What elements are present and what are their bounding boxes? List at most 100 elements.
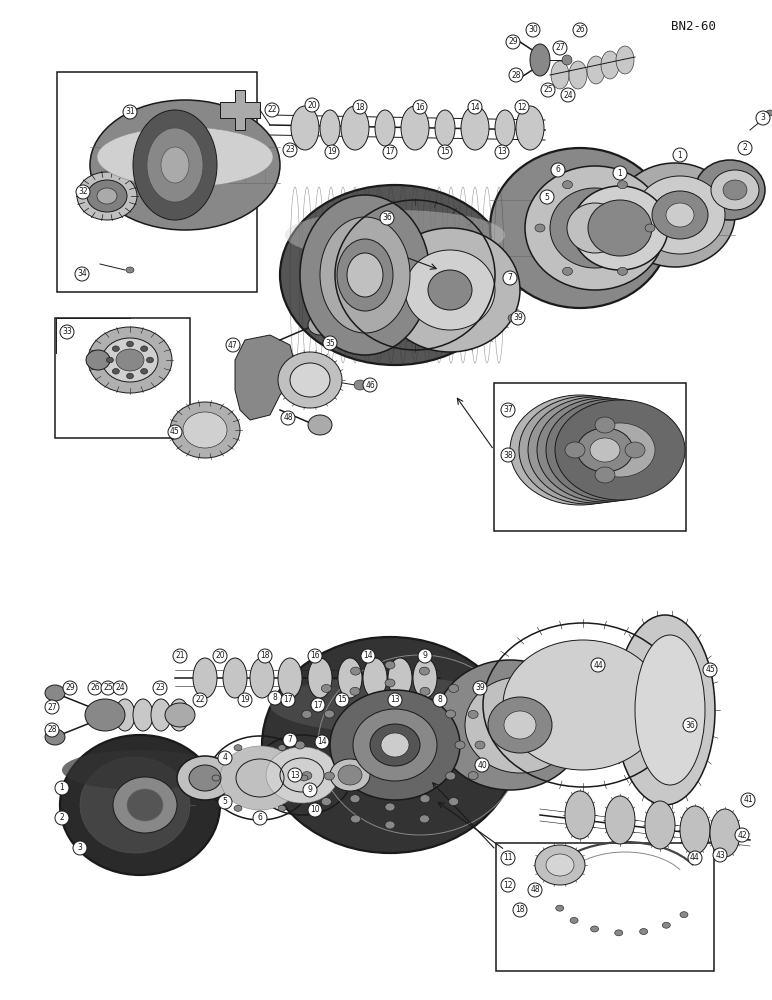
- Text: 18: 18: [355, 103, 364, 111]
- Circle shape: [673, 148, 687, 162]
- Ellipse shape: [270, 677, 510, 733]
- Ellipse shape: [635, 176, 725, 254]
- Ellipse shape: [419, 815, 429, 823]
- Ellipse shape: [183, 412, 227, 448]
- Text: 18: 18: [260, 652, 269, 660]
- Text: 17: 17: [313, 700, 323, 710]
- Text: 9: 9: [422, 652, 428, 660]
- Ellipse shape: [262, 637, 518, 853]
- Circle shape: [305, 98, 319, 112]
- Ellipse shape: [321, 798, 331, 806]
- Circle shape: [591, 658, 605, 672]
- Text: 42: 42: [737, 830, 747, 840]
- Circle shape: [540, 190, 554, 204]
- Text: 44: 44: [593, 660, 603, 670]
- Ellipse shape: [595, 417, 615, 433]
- Text: 8: 8: [438, 696, 442, 704]
- Ellipse shape: [550, 188, 640, 268]
- Circle shape: [218, 751, 232, 765]
- Text: 3: 3: [760, 113, 765, 122]
- Text: 37: 37: [503, 406, 513, 414]
- Circle shape: [101, 681, 115, 695]
- Ellipse shape: [618, 267, 628, 275]
- Text: 45: 45: [705, 666, 715, 674]
- Text: 36: 36: [382, 214, 392, 223]
- Ellipse shape: [468, 710, 478, 718]
- Circle shape: [613, 166, 627, 180]
- Circle shape: [168, 425, 182, 439]
- Text: 20: 20: [307, 101, 317, 109]
- Ellipse shape: [535, 845, 585, 885]
- Circle shape: [551, 163, 565, 177]
- Circle shape: [258, 649, 272, 663]
- Bar: [494, 383, 686, 531]
- Ellipse shape: [540, 418, 620, 482]
- Ellipse shape: [302, 772, 312, 780]
- Ellipse shape: [546, 399, 678, 501]
- Circle shape: [713, 848, 727, 862]
- Circle shape: [473, 681, 487, 695]
- Ellipse shape: [508, 314, 518, 322]
- Circle shape: [173, 649, 187, 663]
- Ellipse shape: [170, 402, 240, 458]
- Ellipse shape: [546, 854, 574, 876]
- Ellipse shape: [565, 791, 595, 839]
- Ellipse shape: [590, 438, 620, 462]
- Ellipse shape: [528, 397, 664, 503]
- Circle shape: [735, 828, 749, 842]
- Ellipse shape: [375, 110, 395, 146]
- Circle shape: [433, 693, 447, 707]
- Ellipse shape: [385, 803, 395, 811]
- Bar: [496, 843, 714, 971]
- Ellipse shape: [380, 228, 520, 352]
- Ellipse shape: [549, 419, 627, 481]
- Ellipse shape: [338, 658, 362, 698]
- Ellipse shape: [250, 658, 274, 698]
- Circle shape: [363, 378, 377, 392]
- Ellipse shape: [413, 658, 437, 698]
- Ellipse shape: [525, 166, 665, 290]
- Ellipse shape: [45, 685, 65, 701]
- Ellipse shape: [107, 357, 113, 363]
- Text: 44: 44: [690, 854, 700, 862]
- Ellipse shape: [635, 635, 705, 785]
- Ellipse shape: [449, 684, 459, 692]
- Ellipse shape: [315, 741, 325, 749]
- Circle shape: [283, 143, 297, 157]
- Text: 2: 2: [59, 814, 64, 822]
- Text: 12: 12: [517, 103, 527, 111]
- Circle shape: [88, 681, 102, 695]
- Ellipse shape: [495, 110, 515, 146]
- Ellipse shape: [133, 110, 217, 220]
- Circle shape: [503, 271, 517, 285]
- Ellipse shape: [766, 110, 772, 116]
- Text: 2: 2: [743, 143, 747, 152]
- Ellipse shape: [588, 200, 652, 256]
- Circle shape: [73, 841, 87, 855]
- Ellipse shape: [337, 239, 393, 311]
- Ellipse shape: [615, 930, 623, 936]
- Ellipse shape: [449, 798, 459, 806]
- Ellipse shape: [615, 615, 715, 805]
- Text: 24: 24: [115, 684, 125, 692]
- Circle shape: [76, 185, 90, 199]
- Ellipse shape: [223, 658, 247, 698]
- Ellipse shape: [695, 160, 765, 220]
- Circle shape: [526, 23, 540, 37]
- Ellipse shape: [300, 775, 308, 781]
- Text: 21: 21: [175, 652, 185, 660]
- Circle shape: [281, 693, 295, 707]
- Circle shape: [63, 681, 77, 695]
- Circle shape: [438, 145, 452, 159]
- Ellipse shape: [420, 687, 430, 695]
- Circle shape: [756, 111, 770, 125]
- Ellipse shape: [640, 929, 648, 935]
- Circle shape: [528, 883, 542, 897]
- Ellipse shape: [350, 667, 361, 675]
- Ellipse shape: [595, 467, 615, 483]
- Ellipse shape: [291, 106, 319, 150]
- Ellipse shape: [645, 224, 655, 232]
- Ellipse shape: [363, 658, 387, 698]
- Text: 17: 17: [283, 696, 293, 704]
- Text: 19: 19: [240, 696, 250, 704]
